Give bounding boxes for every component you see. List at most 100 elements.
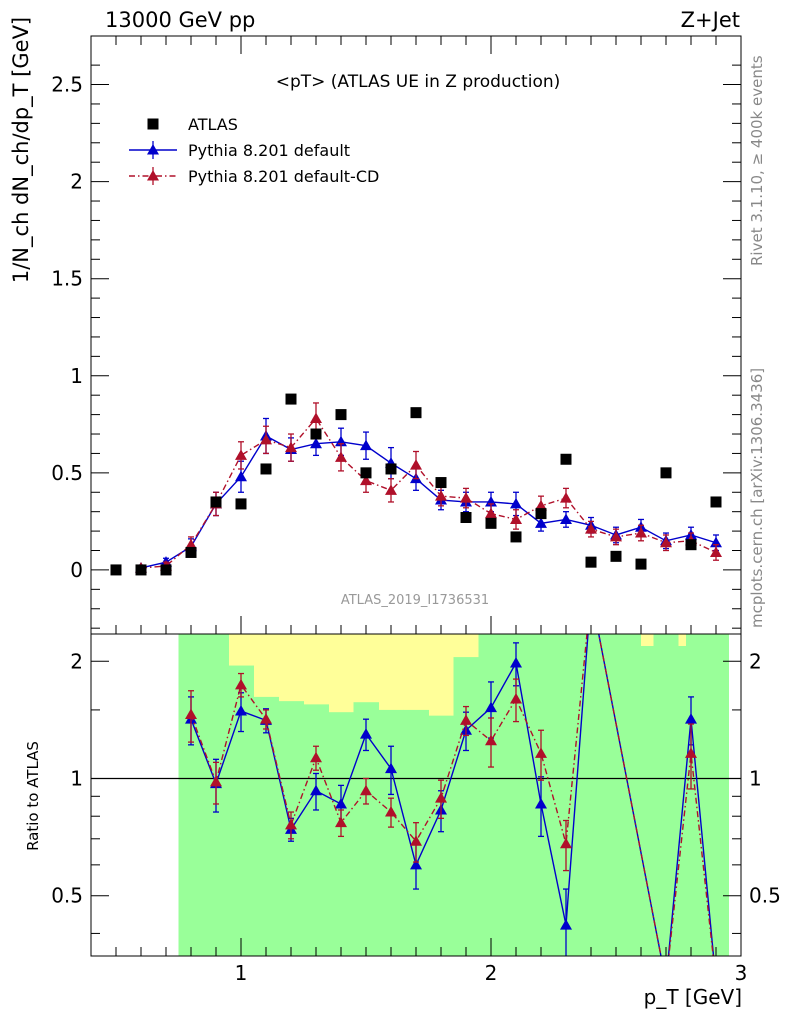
- uncertainty-band-green: [253, 696, 279, 956]
- atlas-data-point: [410, 407, 422, 419]
- atlas-data-point: [560, 453, 572, 465]
- x-tick-label: 2: [485, 961, 498, 985]
- atlas-data-point: [460, 512, 472, 524]
- atlas-data-point: [485, 517, 497, 529]
- atlas-data-point: [185, 546, 197, 558]
- legend-marker-triangle: [147, 170, 159, 181]
- atlas-data-point: [260, 463, 272, 475]
- ratio-y-tick-label: 0.5: [51, 884, 83, 908]
- main-y-tick-label: 0: [70, 558, 83, 582]
- atlas-data-point: [360, 467, 372, 479]
- ratio-data-point: [410, 835, 422, 846]
- main-y-tick-label: 2: [70, 170, 83, 194]
- ratio-data-point: [410, 858, 422, 870]
- data-point-triangle: [285, 441, 297, 453]
- ratio-data: [185, 634, 715, 956]
- legend-marker-triangle: [147, 144, 159, 155]
- ratio-data-point: [560, 837, 572, 849]
- ratio-bands: [178, 634, 729, 956]
- ratio-data-point: [485, 701, 497, 713]
- ratio-data-point: [685, 713, 697, 724]
- ratio-plot-frame: [90, 633, 742, 957]
- data-point-triangle: [460, 492, 472, 503]
- ratio-data-point: [335, 816, 347, 828]
- atlas-data-point: [285, 393, 297, 405]
- atlas-data-point: [710, 496, 722, 508]
- ratio-data-point: [210, 775, 222, 787]
- uncertainty-band-green: [578, 634, 604, 956]
- data-point-triangle: [235, 449, 247, 460]
- main-y-tick-label: 0.5: [51, 461, 83, 485]
- atlas-data-point: [210, 496, 222, 508]
- data-point-triangle: [510, 497, 522, 509]
- ratio-y-tick-label-right: 1: [749, 766, 762, 790]
- header-left: 13000 GeV pp: [105, 8, 255, 32]
- atlas-data-point: [385, 463, 397, 475]
- ratio-y-tick-label: 1: [70, 766, 83, 790]
- header-right: Z+Jet: [681, 8, 740, 32]
- atlas-data-point: [635, 558, 647, 570]
- atlas-data-point: [135, 564, 147, 576]
- main-y-tick-label: 1.5: [51, 267, 83, 291]
- atlas-data-point: [435, 477, 447, 489]
- data-point-triangle: [560, 492, 572, 503]
- ratio-data-point: [385, 806, 397, 817]
- data-point-triangle: [635, 527, 647, 538]
- uncertainty-band-green: [453, 657, 479, 956]
- uncertainty-band-green: [428, 715, 454, 956]
- ratio-panel: 0.5 0.5 1 1 2 2 1 2 3: [51, 634, 781, 985]
- x-tick-label: 1: [235, 961, 248, 985]
- ratio-data-point: [360, 784, 372, 796]
- data-point-triangle: [260, 433, 272, 445]
- ratio-data-point: [435, 792, 447, 803]
- atlas-data-point: [310, 428, 322, 440]
- data-point-triangle: [585, 523, 597, 534]
- ratio-data-point: [510, 656, 522, 668]
- ratio-data-point: [560, 919, 572, 930]
- ratio-data-point: [260, 713, 272, 724]
- legend-marker-square: [147, 118, 159, 130]
- ratio-data-point: [385, 762, 397, 774]
- main-y-axis-label: 1/N_ch dN_ch/dp_T [GeV]: [9, 17, 34, 283]
- data-point-triangle: [535, 517, 547, 528]
- ratio-y-tick-label-right: 0.5: [749, 884, 781, 908]
- mcplots-label: mcplots.cern.ch [arXiv:1306.3436]: [748, 367, 766, 628]
- ratio-data-point: [185, 708, 197, 719]
- data-point-triangle: [360, 474, 372, 486]
- ratio-data-point: [685, 747, 697, 758]
- main-y-tick-label: 1: [70, 364, 83, 388]
- data-point-triangle: [610, 530, 622, 542]
- ratio-data-point: [310, 751, 322, 763]
- atlas-data-point: [335, 409, 347, 421]
- atlas-data-point: [160, 564, 172, 576]
- ratio-data-point: [535, 747, 547, 758]
- ratio-y-tick-label-right: 2: [749, 649, 762, 673]
- data-point-triangle: [335, 451, 347, 462]
- ratio-data-point: [235, 705, 247, 716]
- ratio-data-point: [360, 728, 372, 739]
- watermark: ATLAS_2019_I1736531: [341, 593, 489, 608]
- data-point-triangle: [485, 507, 497, 519]
- band-gap: [678, 634, 686, 646]
- ratio-line-default-cd: [190, 634, 714, 956]
- uncertainty-band-green: [628, 634, 654, 956]
- ratio-data-point: [285, 818, 297, 830]
- data-point-triangle: [385, 484, 397, 495]
- x-tick-label: 3: [735, 961, 748, 985]
- atlas-data-point: [110, 564, 122, 576]
- legend-label: ATLAS: [188, 115, 238, 134]
- x-axis-label: p_T [GeV]: [644, 985, 742, 1009]
- atlas-data-point: [685, 539, 697, 551]
- main-y-tick-label: 2.5: [51, 73, 83, 97]
- main-panel: 0 0.5 1 1.5 2 2.5: [51, 36, 741, 634]
- atlas-data-point: [585, 556, 597, 568]
- main-data: [110, 393, 722, 576]
- data-point-triangle: [510, 513, 522, 524]
- data-point-triangle: [360, 439, 372, 451]
- data-point-triangle: [710, 546, 722, 557]
- uncertainty-band-green: [678, 634, 704, 956]
- atlas-data-point: [660, 467, 672, 479]
- atlas-data-point: [235, 498, 247, 510]
- series-line-default-cd: [140, 417, 717, 569]
- data-point-triangle: [185, 538, 197, 550]
